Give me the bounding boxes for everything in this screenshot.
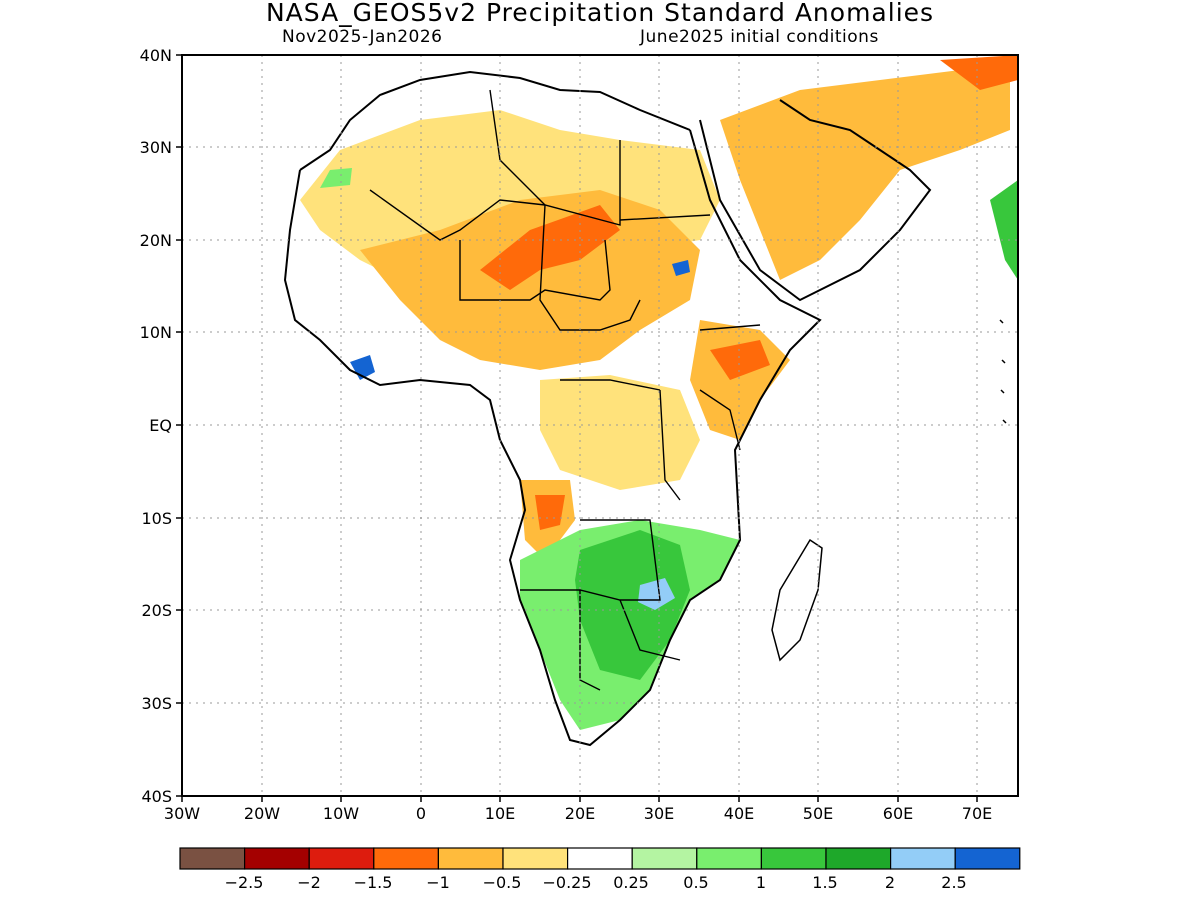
legend-swatch — [373, 847, 439, 870]
coastline — [283, 70, 822, 747]
legend-label: 0.25 — [613, 873, 649, 892]
legend-swatch — [889, 847, 956, 870]
legend-swatch — [696, 847, 762, 870]
axis-ticks — [176, 54, 978, 802]
country-borders — [369, 89, 761, 691]
lat-label: 20S — [141, 601, 172, 620]
latitude-labels: 40N 30N 20N 10N EQ 10S 20S 30S 40S — [140, 46, 172, 806]
map-area — [182, 55, 1018, 796]
lon-label: 50E — [803, 804, 833, 823]
dry-anomaly-arabia — [720, 70, 1010, 280]
legend-label: 1.5 — [812, 873, 837, 892]
forecast-period: Nov2025-Jan2026 — [282, 27, 443, 47]
legend-swatch — [566, 847, 633, 870]
strong-dry-angola — [535, 495, 565, 530]
lon-label: 0 — [416, 804, 426, 823]
legend-label: −1.5 — [354, 873, 393, 892]
map-title: NASA_GEOS5v2 Precipitation Standard Anom… — [265, 0, 935, 27]
legend-labels: −2.5 −2 −1.5 −1 −0.5 −0.25 0.25 0.5 1 1.… — [225, 873, 967, 892]
lon-label: 20W — [244, 804, 280, 823]
legend-swatch — [437, 847, 504, 870]
initial-conditions: June2025 initial conditions — [640, 27, 879, 47]
lat-label: 10S — [141, 509, 172, 528]
strong-dry-chad — [480, 205, 620, 290]
wet-anomaly-india — [990, 180, 1018, 280]
legend-swatch — [179, 847, 246, 870]
lon-label: 20E — [565, 804, 595, 823]
maldives-islands — [999, 319, 1007, 424]
lon-label: 70E — [962, 804, 992, 823]
legend-swatch — [825, 847, 892, 870]
legend-label: −1 — [426, 873, 450, 892]
wet-anomaly-sierra-leone — [350, 355, 375, 380]
legend-label: 0.5 — [683, 873, 708, 892]
legend-label: −0.25 — [542, 873, 591, 892]
legend-swatch — [308, 847, 375, 870]
lon-label: 10W — [323, 804, 359, 823]
lon-label: 10E — [485, 804, 515, 823]
arabia-coast — [699, 99, 932, 302]
legend-label: 2.5 — [941, 873, 966, 892]
longitude-labels: 30W 20W 10W 0 10E 20E 30E 40E 50E 60E 70… — [164, 804, 992, 823]
lat-label: 40N — [140, 46, 172, 65]
legend-swatch — [502, 847, 569, 870]
color-legend — [179, 847, 1021, 870]
legend-label: −2 — [297, 873, 321, 892]
very-wet-zimbabwe — [638, 578, 675, 610]
legend-swatch — [244, 847, 310, 870]
lat-label: EQ — [149, 416, 172, 435]
lat-label: 40S — [141, 787, 172, 806]
strong-dry-iran — [940, 55, 1018, 90]
legend-swatch — [631, 847, 698, 870]
madagascar — [771, 538, 823, 662]
lat-label: 30N — [140, 138, 172, 157]
lon-label: 40E — [724, 804, 754, 823]
lon-label: 30E — [644, 804, 674, 823]
strong-wet-zambia — [575, 530, 690, 680]
grid-lines — [182, 55, 1018, 796]
legend-label: −0.5 — [483, 873, 522, 892]
legend-label: −2.5 — [225, 873, 264, 892]
strong-dry-somalia — [710, 340, 770, 380]
lon-label: 30W — [164, 804, 200, 823]
wet-anomaly-ethiopia — [672, 260, 690, 276]
wet-anomaly-west-africa — [320, 168, 352, 188]
legend-label: 1 — [756, 873, 766, 892]
lon-label: 60E — [883, 804, 913, 823]
lat-label: 30S — [141, 694, 172, 713]
legend-label: 2 — [885, 873, 895, 892]
lat-label: 20N — [140, 231, 172, 250]
lat-label: 10N — [140, 323, 172, 342]
legend-swatch — [954, 847, 1021, 870]
legend-swatch — [760, 847, 827, 870]
